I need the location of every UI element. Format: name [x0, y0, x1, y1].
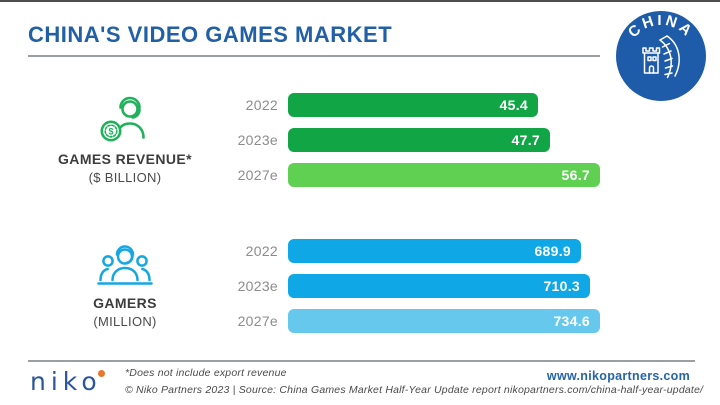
revenue-bar-2023e: 47.7	[288, 128, 550, 152]
footer: niko *Does not include export revenue © …	[0, 360, 720, 405]
china-great-wall-logo: CHINA	[615, 10, 707, 102]
revenue-bar-2022: 45.4	[288, 93, 538, 117]
page-title: CHINA'S VIDEO GAMES MARKET	[28, 22, 393, 47]
bar-value: 689.9	[534, 243, 571, 259]
gamers-bar-2023e: 710.3	[288, 274, 590, 298]
gamers-bar-2027e: 734.6	[288, 309, 600, 333]
revenue-row-2022: 2022 45.4	[222, 93, 600, 117]
year-label: 2023e	[237, 132, 278, 148]
gamers-section-unit: (MILLION)	[93, 314, 157, 329]
gamer-with-dollar-coin-icon: $	[99, 95, 151, 145]
svg-text:$: $	[108, 127, 113, 137]
bar-value: 710.3	[543, 278, 580, 294]
gamers-bars: 2022 689.9 2023e 710.3 2027e 734.6	[222, 239, 600, 333]
niko-logo-dot	[97, 370, 105, 377]
revenue-row-2023e: 2023e 47.7	[222, 128, 600, 152]
website-link[interactable]: www.nikopartners.com	[546, 369, 690, 383]
gamers-group-icon	[96, 243, 154, 289]
china-logo-icon: CHINA	[616, 11, 706, 101]
footer-divider	[28, 360, 695, 362]
bar-value: 734.6	[553, 313, 590, 329]
export-revenue-footnote: *Does not include export revenue	[125, 367, 287, 379]
year-label: 2027e	[237, 167, 278, 183]
year-label: 2022	[245, 97, 278, 113]
year-label: 2027e	[237, 313, 278, 329]
year-label: 2022	[245, 243, 278, 259]
footnotes: *Does not include export revenue © Niko …	[125, 367, 703, 401]
gamers-section-title: GAMERS	[93, 295, 157, 311]
games-revenue-legend: $ GAMES REVENUE* ($ BILLION)	[28, 93, 222, 187]
revenue-bar-2027e: 56.7	[288, 163, 600, 187]
copyright-source-line: © Niko Partners 2023 | Source: China Gam…	[125, 384, 704, 396]
title-underline	[28, 55, 600, 57]
bar-value: 47.7	[511, 132, 540, 148]
gamers-section: GAMERS (MILLION) 2022 689.9 2023e 710.3 …	[28, 239, 720, 333]
gamers-bar-2022: 689.9	[288, 239, 581, 263]
revenue-row-2027e: 2027e 56.7	[222, 163, 600, 187]
gamers-row-2022: 2022 689.9	[222, 239, 600, 263]
revenue-section-unit: ($ BILLION)	[88, 170, 162, 185]
gamers-row-2027e: 2027e 734.6	[222, 309, 600, 333]
revenue-section-title: GAMES REVENUE*	[58, 151, 192, 167]
niko-partners-logo: niko	[30, 369, 105, 394]
revenue-bars: 2022 45.4 2023e 47.7 2027e 56.7	[222, 93, 600, 187]
niko-logo-text: niko	[30, 367, 102, 396]
gamers-row-2023e: 2023e 710.3	[222, 274, 600, 298]
games-revenue-section: $ GAMES REVENUE* ($ BILLION) 2022 45.4 2…	[28, 93, 720, 187]
year-label: 2023e	[237, 278, 278, 294]
gamers-legend: GAMERS (MILLION)	[28, 239, 222, 333]
bar-value: 45.4	[499, 97, 528, 113]
bar-value: 56.7	[561, 167, 590, 183]
header: CHINA'S VIDEO GAMES MARKET CHINA	[0, 2, 720, 101]
